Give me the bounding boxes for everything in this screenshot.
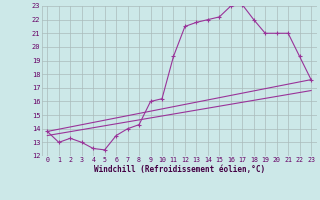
X-axis label: Windchill (Refroidissement éolien,°C): Windchill (Refroidissement éolien,°C)	[94, 165, 265, 174]
